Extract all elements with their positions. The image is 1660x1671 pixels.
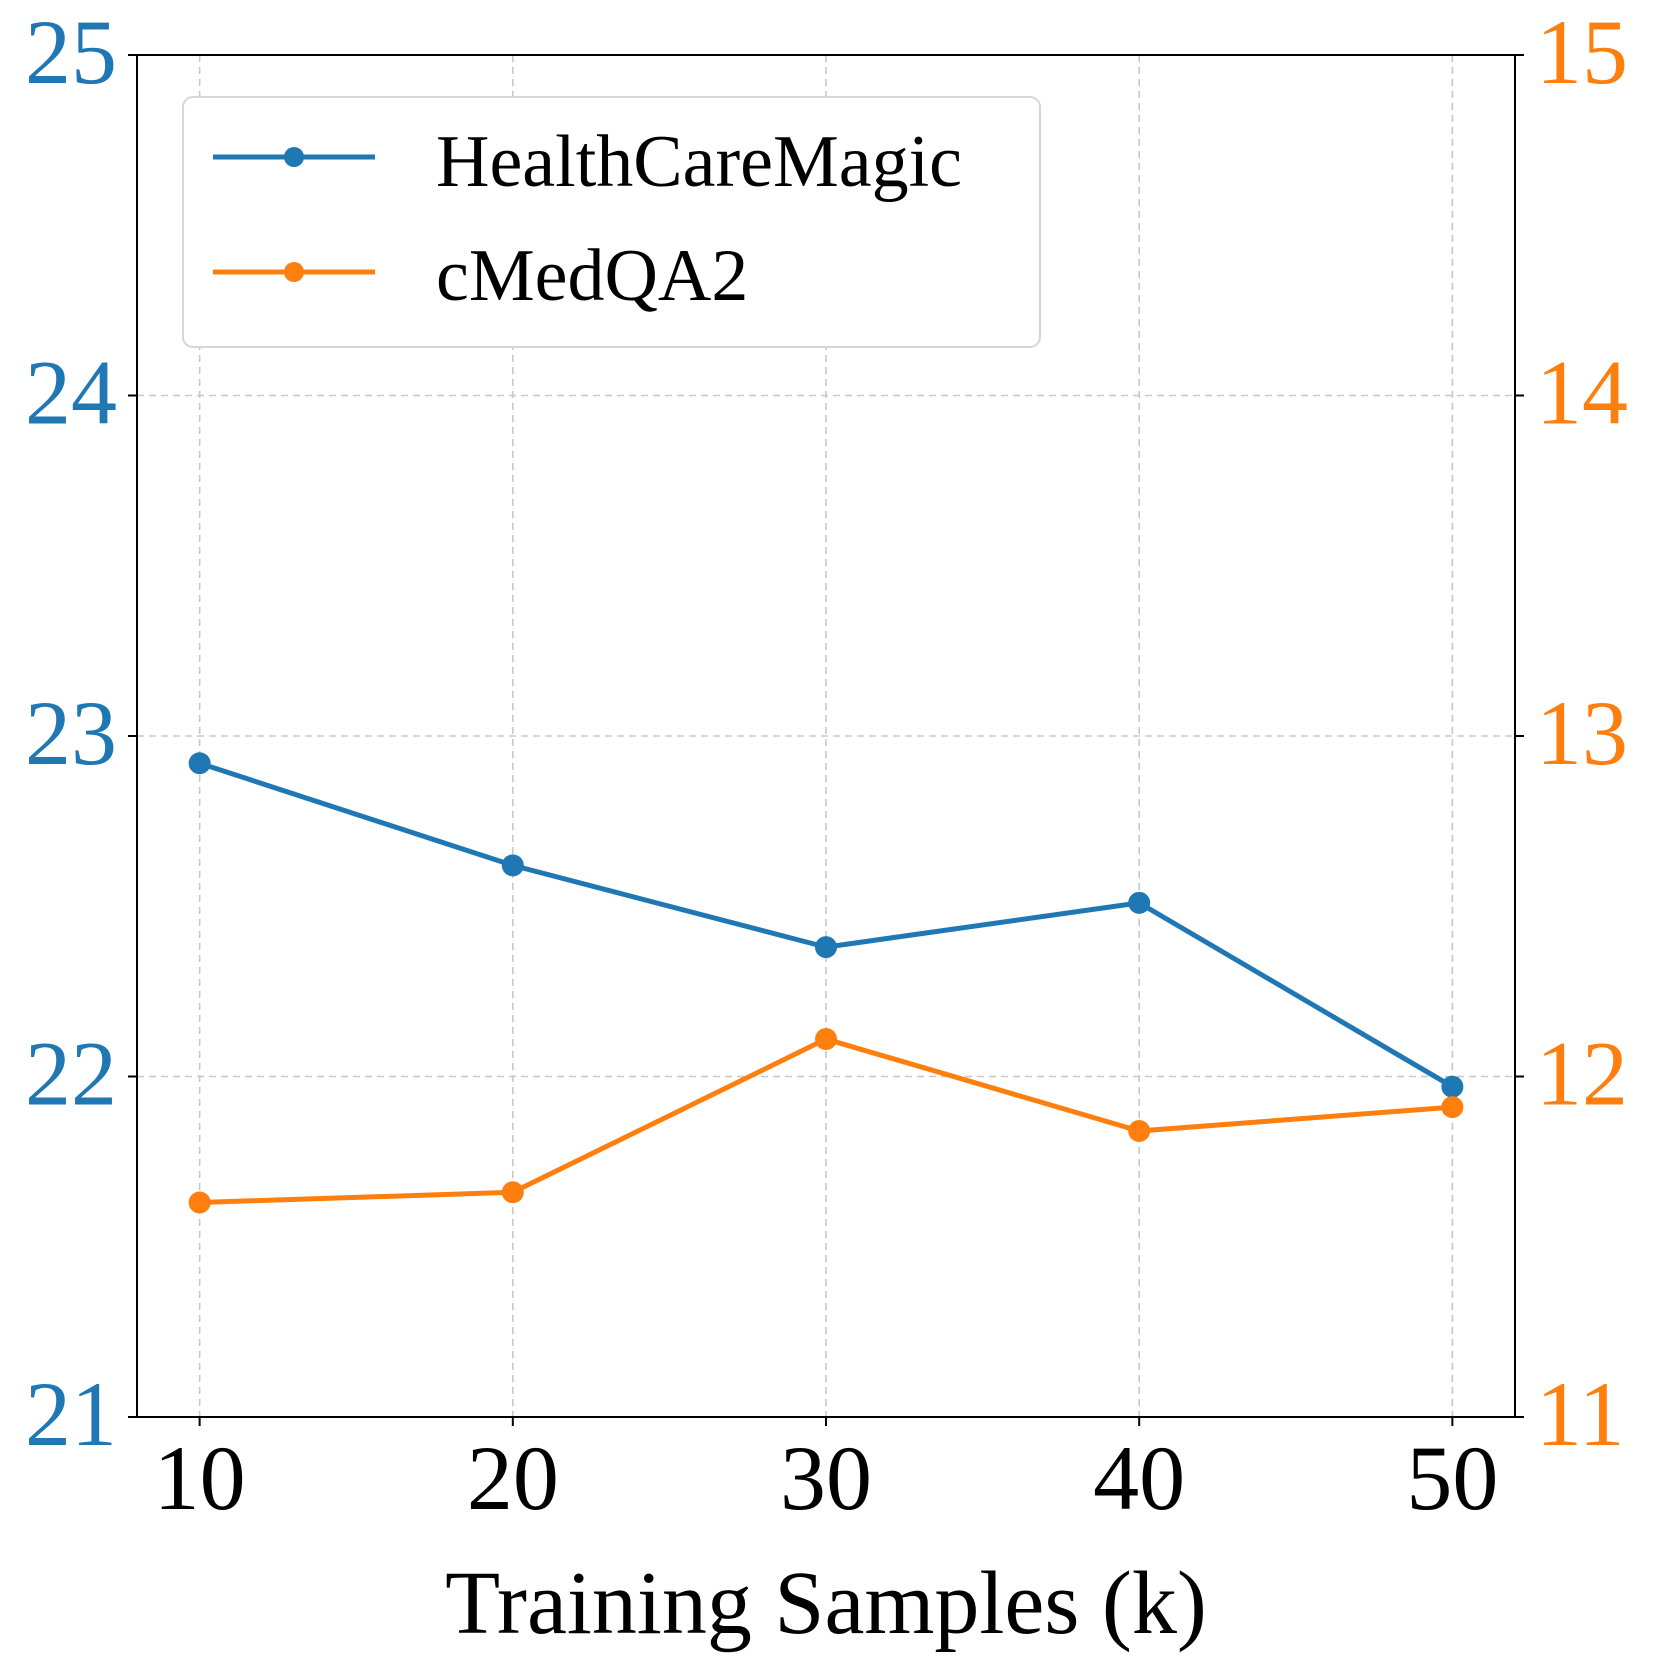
- axis-ticks: 10 20 30 40 50 21 22 23 24 25 11 12 13 14 15: [25, 1, 1628, 1529]
- y-left-tick-label: 22: [25, 1023, 117, 1125]
- y-right-tick-label: 13: [1536, 682, 1628, 784]
- y-right-tick-label: 15: [1536, 1, 1628, 103]
- data-point-healthcaremagic: [1128, 891, 1151, 914]
- y-right-tick-label: 14: [1536, 342, 1628, 444]
- series: [188, 752, 1464, 1214]
- data-point-healthcaremagic: [501, 854, 524, 877]
- x-tick-label: 20: [467, 1427, 559, 1529]
- x-tick-label: 50: [1406, 1427, 1498, 1529]
- y-right-tick-label: 11: [1536, 1363, 1625, 1465]
- data-point-cmedqa2: [188, 1191, 211, 1214]
- y-left-tick-label: 21: [25, 1363, 117, 1465]
- y-left-tick-label: 23: [25, 682, 117, 784]
- legend-marker-healthcaremagic: [284, 147, 304, 167]
- data-point-cmedqa2: [1441, 1096, 1464, 1119]
- y-left-tick-label: 24: [25, 342, 117, 444]
- legend: HealthCareMagic cMedQA2: [182, 96, 1041, 348]
- data-point-cmedqa2: [1128, 1119, 1151, 1142]
- data-point-healthcaremagic: [188, 752, 211, 775]
- x-axis-label: Training Samples (k): [445, 1554, 1207, 1653]
- legend-box: [182, 96, 1041, 348]
- y-left-tick-label: 25: [25, 1, 117, 103]
- legend-marker-cmedqa2: [284, 262, 304, 282]
- data-point-healthcaremagic: [815, 936, 837, 959]
- x-tick-label: 10: [154, 1427, 246, 1529]
- x-tick-label: 30: [780, 1427, 872, 1529]
- data-point-cmedqa2: [815, 1028, 837, 1051]
- data-point-healthcaremagic: [1441, 1075, 1464, 1098]
- legend-label-cmedqa2: cMedQA2: [436, 235, 748, 317]
- data-point-cmedqa2: [501, 1181, 524, 1204]
- y-right-tick-label: 12: [1536, 1023, 1628, 1125]
- x-tick-label: 40: [1093, 1427, 1185, 1529]
- legend-label-healthcaremagic: HealthCareMagic: [436, 121, 962, 203]
